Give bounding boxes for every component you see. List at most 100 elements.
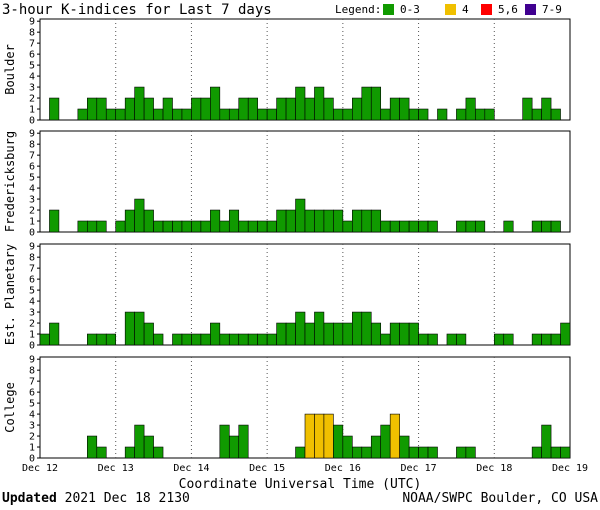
x-tick-label: Dec 18: [476, 463, 512, 474]
k-index-bar: [456, 220, 467, 233]
k-index-bar: [200, 333, 211, 346]
k-index-bar: [389, 220, 400, 233]
y-tick-label: 4: [29, 72, 35, 83]
k-index-bar: [456, 108, 467, 121]
k-index-bar: [408, 220, 419, 233]
k-index-bar: [361, 209, 372, 233]
k-index-bar: [228, 108, 240, 121]
k-index-bar: [304, 209, 315, 233]
y-tick-label: 5: [29, 173, 35, 184]
k-index-bar: [541, 97, 552, 121]
k-index-bar: [238, 220, 249, 233]
k-index-bar: [96, 97, 107, 121]
k-index-bar: [49, 209, 60, 233]
k-index-bar: [446, 333, 457, 346]
x-tick-label: Dec 15: [249, 463, 285, 474]
legend-item-label: 5,6: [498, 3, 518, 16]
k-index-bar: [352, 97, 363, 121]
k-index-bar: [77, 220, 88, 233]
k-index-bar: [550, 108, 561, 121]
k-index-bar: [465, 446, 476, 459]
k-index-bar: [172, 220, 183, 233]
k-index-bar: [153, 220, 164, 233]
k-index-bar: [143, 322, 154, 346]
k-index-bar: [124, 97, 135, 121]
k-index-bar: [96, 333, 107, 346]
k-index-bar: [200, 97, 211, 121]
k-index-bar: [361, 311, 372, 346]
k-index-bar: [257, 333, 268, 346]
y-tick-label: 3: [29, 83, 35, 94]
y-tick-label: 9: [29, 242, 35, 253]
x-tick-label: Dec 16: [325, 463, 361, 474]
k-index-bar: [408, 446, 419, 459]
k-index-bar: [257, 220, 268, 233]
y-tick-label: 6: [29, 275, 35, 286]
k-index-bar: [247, 97, 258, 121]
legend-swatch: [481, 4, 492, 15]
x-tick-labels: Dec 12 Dec 13 Dec 14 Dec 15 Dec 16 Dec 17 Dec …: [22, 463, 588, 474]
k-index-bar: [370, 86, 382, 121]
station-label: College: [3, 382, 17, 433]
k-index-bar: [124, 446, 135, 459]
k-index-bar: [418, 333, 429, 346]
k-index-bar: [162, 97, 173, 121]
x-tick-label: Dec 19: [552, 463, 588, 474]
k-index-bar: [153, 333, 164, 346]
y-tick-label: 0: [29, 454, 35, 465]
k-index-bar: [87, 435, 98, 459]
y-tick-label: 2: [29, 319, 35, 330]
k-index-bar: [418, 108, 429, 121]
k-index-bar: [560, 322, 571, 346]
k-index-bar: [541, 333, 552, 346]
k-index-bar: [531, 220, 542, 233]
k-index-bar: [408, 108, 419, 121]
chart-title: 3-hour K-indices for Last 7 days: [2, 2, 272, 18]
k-index-bar: [238, 424, 249, 459]
y-tick-label: 7: [29, 377, 35, 388]
y-tick-label: 5: [29, 399, 35, 410]
k-index-bar: [352, 446, 363, 459]
k-index-bar: [219, 333, 230, 346]
k-index-bar: [314, 209, 325, 233]
k-index-bar: [295, 446, 306, 459]
k-index-bar: [304, 322, 315, 346]
k-index-bar: [181, 108, 192, 121]
y-tick-label: 6: [29, 162, 35, 173]
y-tick-label: 0: [29, 116, 35, 127]
k-index-bar: [323, 209, 334, 233]
k-index-bar: [427, 333, 438, 346]
y-tick-label: 2: [29, 206, 35, 217]
k-index-bar: [399, 97, 410, 121]
k-index-bar: [333, 424, 344, 459]
y-tick-label: 3: [29, 195, 35, 206]
y-tick-label: 1: [29, 105, 35, 116]
k-index-bar: [427, 446, 438, 459]
k-index-bar: [96, 220, 107, 233]
k-index-bar: [560, 446, 571, 459]
k-index-bar: [77, 108, 88, 121]
k-index-bar: [200, 220, 211, 233]
k-index-bar: [162, 220, 173, 233]
y-tick-label: 7: [29, 39, 35, 50]
k-index-bar: [399, 220, 410, 233]
k-index-bar: [285, 209, 296, 233]
y-tick-label: 8: [29, 28, 35, 39]
k-index-bar: [105, 108, 117, 121]
k-index-bar: [389, 322, 400, 346]
y-tick-label: 8: [29, 366, 35, 377]
k-index-bar: [550, 333, 561, 346]
k-index-bar: [285, 97, 296, 121]
k-index-bar: [522, 97, 533, 121]
y-tick-label: 1: [29, 217, 35, 228]
k-index-bar: [210, 209, 221, 233]
y-tick-label: 5: [29, 286, 35, 297]
y-tick-label: 4: [29, 410, 35, 421]
k-index-bar: [456, 446, 467, 459]
k-index-bar: [191, 220, 202, 233]
k-index-bar: [550, 446, 561, 459]
